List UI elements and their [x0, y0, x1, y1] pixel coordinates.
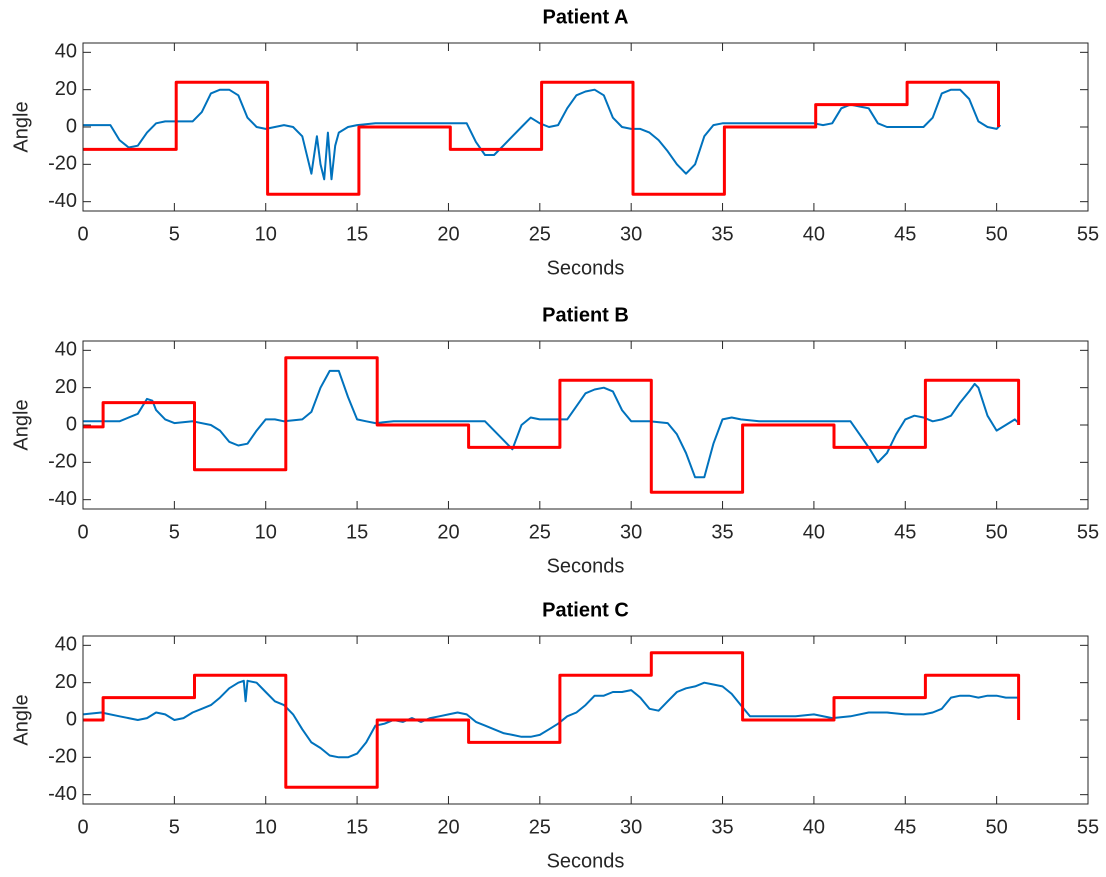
x-tick-label: 20 [437, 521, 459, 543]
chart-title: Patient B [542, 304, 629, 326]
y-axis-label: Angle [10, 694, 32, 745]
x-tick-label: 45 [894, 521, 916, 543]
x-tick-label: 15 [346, 521, 368, 543]
axes-background [83, 43, 1088, 211]
y-tick-label: 0 [66, 413, 77, 435]
y-axis-label: Angle [10, 101, 32, 152]
y-tick-label: -20 [48, 153, 77, 175]
y-tick-label: -20 [48, 746, 77, 768]
axes-background [83, 636, 1088, 804]
x-tick-label: 0 [77, 816, 88, 838]
data-line [83, 651, 1021, 789]
subplot: Patient A Seconds Angle 0 5 10 15 20 25 30 35 40 45 5… [10, 6, 1099, 279]
x-tick-label: 0 [77, 521, 88, 543]
x-tick-label: 40 [803, 521, 825, 543]
x-tick-label: 30 [620, 223, 642, 245]
x-tick-label: 25 [529, 521, 551, 543]
y-tick-label: 0 [66, 115, 77, 137]
x-axis-label: Seconds [547, 850, 625, 872]
x-tick-label: 25 [529, 223, 551, 245]
y-tick-label: -40 [48, 488, 77, 510]
y-tick-label: 20 [55, 78, 77, 100]
chart-title: Patient A [543, 6, 629, 28]
x-tick-label: 55 [1077, 816, 1099, 838]
y-tick-label: -40 [48, 783, 77, 805]
x-tick-label: 55 [1077, 521, 1099, 543]
x-tick-label: 30 [620, 521, 642, 543]
y-tick-label: 0 [66, 708, 77, 730]
x-tick-label: 5 [169, 816, 180, 838]
y-tick-label: 40 [55, 339, 77, 361]
x-tick-label: 10 [255, 223, 277, 245]
chart-title: Patient C [542, 599, 629, 621]
y-tick-label: 40 [55, 41, 77, 63]
x-tick-label: 0 [77, 223, 88, 245]
axes-box [82, 635, 1089, 805]
x-tick-label: 40 [803, 816, 825, 838]
x-tick-label: 45 [894, 223, 916, 245]
x-tick-label: 10 [255, 521, 277, 543]
x-tick-label: 40 [803, 223, 825, 245]
axes-box [82, 42, 1089, 212]
x-tick-label: 50 [986, 521, 1008, 543]
y-tick-label: 20 [55, 671, 77, 693]
x-tick-label: 50 [986, 223, 1008, 245]
x-tick-label: 20 [437, 223, 459, 245]
x-axis-label: Seconds [547, 257, 625, 279]
y-axis-label: Angle [10, 399, 32, 450]
x-tick-label: 25 [529, 816, 551, 838]
x-tick-label: 5 [169, 223, 180, 245]
y-tick-label: 40 [55, 634, 77, 656]
x-axis-label: Seconds [547, 555, 625, 577]
subplot: Patient B Seconds Angle 0 5 10 15 20 25 30 35 40 45 5… [10, 304, 1099, 577]
subplot: Patient C Seconds Angle 0 5 10 15 20 25 30 35 40 45 5… [10, 599, 1099, 872]
data-line [82, 679, 1019, 759]
y-tick-label: -20 [48, 451, 77, 473]
axes-box [82, 340, 1089, 510]
x-tick-label: 35 [711, 521, 733, 543]
x-tick-label: 50 [986, 816, 1008, 838]
x-tick-label: 15 [346, 223, 368, 245]
x-tick-label: 55 [1077, 223, 1099, 245]
x-tick-label: 10 [255, 816, 277, 838]
x-tick-label: 35 [711, 816, 733, 838]
y-tick-label: 20 [55, 376, 77, 398]
y-tick-label: -40 [48, 190, 77, 212]
x-tick-label: 45 [894, 816, 916, 838]
data-line [83, 80, 1000, 196]
x-tick-label: 35 [711, 223, 733, 245]
x-tick-label: 15 [346, 816, 368, 838]
axes-background [83, 341, 1088, 509]
data-line [83, 369, 1020, 479]
x-tick-label: 5 [169, 521, 180, 543]
data-line [83, 356, 1021, 494]
x-tick-label: 30 [620, 816, 642, 838]
x-tick-label: 20 [437, 816, 459, 838]
